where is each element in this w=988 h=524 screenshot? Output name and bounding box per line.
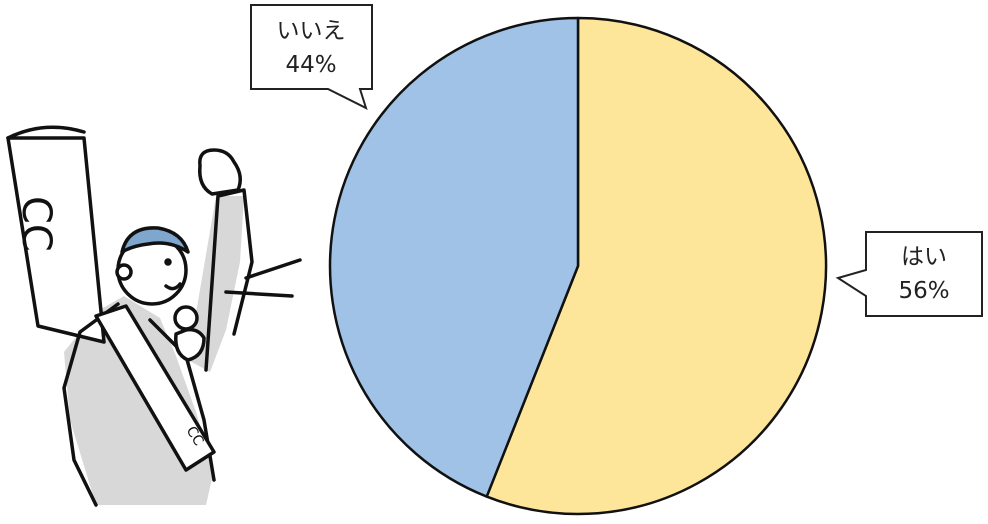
hair [120, 226, 190, 254]
banner-top [6, 125, 86, 140]
callout-yes: はい 56% [835, 231, 983, 317]
banner-flag [6, 136, 106, 344]
motion-line-1 [244, 258, 302, 280]
callout-no-box [250, 4, 373, 110]
callout-yes-label: はい [901, 244, 947, 270]
torso [62, 302, 120, 507]
callout-no-value: 44% [285, 52, 336, 78]
candidate-illustration: CC CC [6, 125, 302, 507]
eye [164, 258, 172, 266]
banner-label: CC [13, 196, 59, 252]
pie-slice-yes [485, 16, 828, 516]
mouth [164, 282, 182, 291]
arm-shading [188, 196, 244, 372]
callout-no-label: いいえ [277, 18, 346, 44]
pie-chart [328, 16, 828, 516]
ear [115, 263, 133, 281]
microphone-hand [174, 327, 206, 362]
callout-no: いいえ 44% [250, 4, 373, 110]
callout-yes-value: 56% [898, 278, 949, 304]
microphone-head [173, 305, 199, 331]
raised-fist [198, 148, 242, 196]
raised-arm [204, 188, 254, 372]
motion-line-2 [224, 290, 294, 298]
pie-slice-no [328, 16, 580, 498]
sash [94, 304, 216, 472]
callout-yes-box [835, 231, 983, 317]
